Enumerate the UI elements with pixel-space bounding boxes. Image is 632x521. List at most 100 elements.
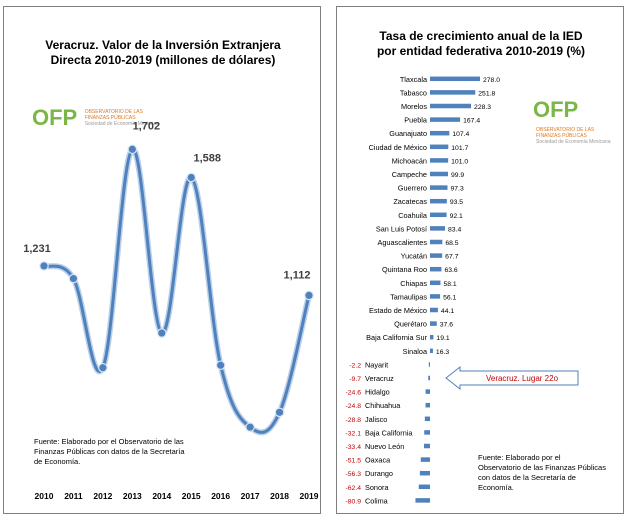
bar-Tlaxcala: [430, 76, 480, 82]
x-tick-label-2019: 2019: [300, 491, 319, 501]
category-label-Coahuila: Coahuila: [398, 211, 428, 220]
left-source-note: Fuente: Elaborado por el Observatorio de…: [34, 437, 234, 467]
bar-Guerrero: [430, 185, 448, 190]
category-label-Zacatecas: Zacatecas: [393, 197, 427, 206]
left-source-line1: Fuente: Elaborado por el Observatorio de…: [34, 437, 184, 446]
category-label-Hidalgo: Hidalgo: [365, 388, 390, 397]
bar-Hidalgo: [425, 389, 430, 394]
bar-Campeche: [430, 171, 448, 177]
category-label-Estado de México: Estado de México: [369, 306, 427, 315]
category-label-Baja California: Baja California: [365, 428, 413, 437]
data-label-2010: 1,231: [23, 243, 51, 255]
bar-Tabasco: [430, 90, 476, 95]
callout-text: Veracruz. Lugar 22o: [486, 374, 559, 383]
bar-Jalisco: [424, 416, 430, 422]
right-chart-title: Tasa de crecimiento anual de la IED por …: [337, 29, 625, 59]
value-label-Puebla: 167.4: [463, 118, 480, 125]
category-label-Morelos: Morelos: [401, 102, 427, 111]
value-label-Oaxaca: -51.5: [346, 458, 362, 465]
category-label-Campeche: Campeche: [392, 170, 427, 179]
right-source-line4: Economía.: [478, 483, 514, 492]
data-point-2017: [245, 422, 255, 432]
ofp-logo-line1: OBSERVATORIO DE LAS: [84, 109, 143, 115]
right-title-line2: por entidad federativa 2010-2019 (%): [376, 44, 586, 58]
bar-Veracruz: [428, 375, 430, 381]
bar-Aguascalientes: [430, 239, 443, 245]
value-label-Aguascalientes: 68.5: [445, 240, 458, 247]
value-label-Nayarit: -2.2: [349, 362, 361, 369]
data-point-2014: [156, 328, 167, 338]
value-label-Sonora: -62.4: [346, 485, 362, 492]
bar-Ciudad de México: [430, 144, 449, 150]
value-label-Tlaxcala: 278.0: [483, 77, 500, 84]
ofp-logo-line1: OBSERVATORIO DE LAS: [536, 127, 595, 133]
value-label-San Luis Potosí: 83.4: [448, 226, 461, 233]
value-label-Ciudad de México: 101.7: [451, 145, 468, 152]
right-source-note: Fuente: Elaborado por el Observatorio de…: [478, 453, 618, 493]
category-label-San Luis Potosí: San Luis Potosí: [376, 224, 427, 233]
category-label-Tamaulipas: Tamaulipas: [390, 292, 427, 301]
category-label-Colima: Colima: [365, 496, 389, 505]
data-label-2019: 1,112: [284, 269, 311, 281]
left-title-line2: Directa 2010-2019 (millones de dólares): [50, 53, 276, 67]
right-chart-panel: Tasa de crecimiento anual de la IED por …: [336, 6, 624, 514]
bar-Michoacán: [430, 158, 449, 163]
data-point-2013: [127, 144, 138, 155]
bar-Sonora: [418, 484, 430, 490]
data-point-2010: [39, 261, 49, 271]
data-label-2013: 1,702: [133, 120, 161, 132]
bar-Oaxaca: [420, 457, 430, 462]
data-point-2019: [304, 290, 314, 301]
ofp-logo-right: OFP OBSERVATORIO DE LAS FINANZAS PÚBLICA…: [533, 97, 623, 145]
value-label-Zacatecas: 93.5: [450, 199, 463, 206]
right-title-line1: Tasa de crecimiento anual de la IED: [379, 29, 583, 43]
bar-Zacatecas: [430, 198, 447, 204]
ofp-logo-abbr: OFP: [533, 97, 579, 122]
callout-arrow: [445, 365, 579, 391]
category-label-Sinaloa: Sinaloa: [403, 347, 428, 356]
bar-Durango: [419, 470, 430, 476]
bar-Baja California Sur: [430, 334, 434, 340]
bar-Puebla: [430, 117, 461, 122]
category-label-Veracruz: Veracruz: [365, 374, 394, 383]
right-source-line2: Observatorio de las Finanzas Públicas: [478, 463, 606, 472]
category-label-Tlaxcala: Tlaxcala: [400, 75, 428, 84]
bar-Chiapas: [430, 280, 441, 286]
x-tick-label-2016: 2016: [211, 491, 230, 501]
data-point-2016: [215, 360, 226, 371]
value-label-Nuevo León: -33.4: [346, 444, 362, 451]
category-label-Guanajuato: Guanajuato: [389, 129, 427, 138]
category-label-Oaxaca: Oaxaca: [365, 456, 391, 465]
category-label-Michoacán: Michoacán: [392, 156, 427, 165]
left-chart-panel: Veracruz. Valor de la Inversión Extranje…: [3, 6, 321, 514]
category-label-Ciudad de México: Ciudad de México: [369, 143, 427, 152]
value-label-Jalisco: -28.8: [346, 417, 362, 424]
value-label-Tamaulipas: 56.1: [443, 294, 456, 301]
ofp-logo-line2: FINANZAS PÚBLICAS: [536, 133, 587, 139]
line-chart-svg: 1,231 1,702 1,588 1,112 2010 2011 2012 2013 2014…: [23, 120, 319, 501]
left-chart-title: Veracruz. Valor de la Inversión Extranje…: [4, 38, 322, 68]
value-label-Tabasco: 251.8: [478, 90, 495, 97]
x-tick-label-2013: 2013: [123, 491, 142, 501]
value-label-Quintana Roo: 63.6: [444, 267, 457, 274]
bar-Baja California: [424, 430, 430, 435]
bar-Yucatán: [430, 253, 443, 258]
bar-chart-svg: Tlaxcala 278.0 Tabasco 251.8 Morelos 228.3 Pue…: [346, 75, 579, 505]
value-label-Morelos: 228.3: [474, 104, 491, 111]
value-label-Chiapas: 58.1: [443, 281, 456, 288]
bar-Chihuahua: [425, 402, 430, 408]
left-title-line1: Veracruz. Valor de la Inversión Extranje…: [45, 38, 281, 52]
value-label-Yucatán: 67.7: [445, 254, 458, 261]
x-tick-label-2017: 2017: [241, 491, 260, 501]
bar-Guanajuato: [430, 130, 450, 136]
left-source-line3: de Economía.: [34, 457, 81, 466]
series-line: [42, 147, 311, 434]
value-label-Estado de México: 44.1: [441, 308, 454, 315]
category-label-Durango: Durango: [365, 469, 393, 478]
category-label-Guerrero: Guerrero: [398, 184, 427, 193]
category-label-Nuevo León: Nuevo León: [365, 442, 404, 451]
ofp-logo-tag: Sociedad de Economía Mexicana: [536, 139, 611, 145]
x-tick-label-2015: 2015: [182, 491, 201, 501]
value-label-Sinaloa: 16.3: [436, 349, 449, 356]
category-label-Baja California Sur: Baja California Sur: [366, 333, 427, 342]
